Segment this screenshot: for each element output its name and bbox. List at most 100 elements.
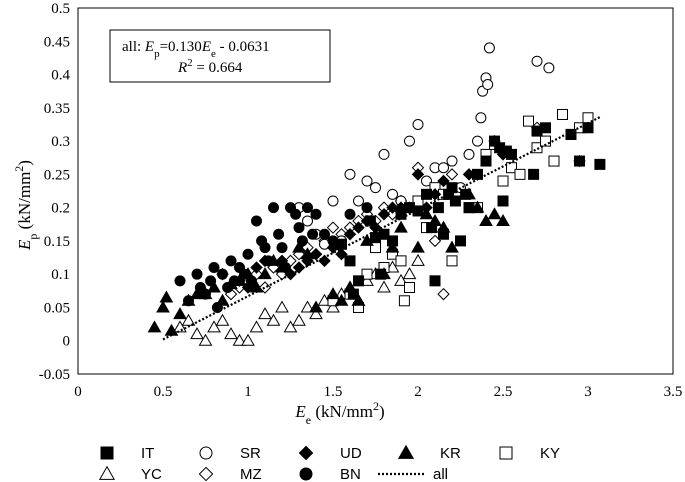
equation-line-2: R2 = 0.664 <box>177 57 243 76</box>
point-kr <box>147 320 162 333</box>
point-sr <box>475 112 487 124</box>
point-sr <box>438 162 449 174</box>
point-mz <box>258 281 272 294</box>
point-ky <box>548 155 560 167</box>
point-ud <box>309 248 323 261</box>
point-yc <box>198 333 213 346</box>
point-ud <box>250 261 263 274</box>
legend-marker-sr <box>199 446 213 460</box>
point-bn <box>228 275 240 287</box>
trendline-all <box>162 116 601 341</box>
legend-marker-yc <box>98 465 116 480</box>
point-kr <box>487 207 502 220</box>
x-tick-label: 3.5 <box>664 384 683 400</box>
legend-label-ky: KY <box>540 445 560 462</box>
point-kr <box>385 240 400 253</box>
point-kr <box>411 240 425 253</box>
point-bn <box>302 202 313 214</box>
point-ky <box>506 162 517 174</box>
point-bn <box>174 275 186 287</box>
point-yc <box>275 300 289 313</box>
point-ky <box>446 255 458 267</box>
legend-item-kr: KR <box>397 444 461 462</box>
point-yc <box>224 327 238 340</box>
point-yc <box>292 313 306 326</box>
point-it <box>594 158 606 170</box>
point-sr <box>387 188 398 200</box>
point-sr <box>361 175 373 187</box>
x-tick-label: 0 <box>74 384 82 400</box>
legend-item-sr: SR <box>199 445 261 462</box>
point-it <box>528 168 540 180</box>
point-sr <box>378 148 390 160</box>
point-it <box>353 275 364 287</box>
axes: 0 0.5 1 1.5 2 2.5 3 3.5-0.0500.050.10.150.20.25… <box>39 1 683 400</box>
legend-label-kr: KR <box>440 445 461 462</box>
point-kr <box>173 307 187 320</box>
point-sr <box>344 168 356 180</box>
point-ud <box>335 248 348 261</box>
point-ky <box>514 168 526 180</box>
point-it <box>432 202 444 214</box>
point-it <box>506 148 517 160</box>
point-bn <box>239 268 251 280</box>
point-bn <box>262 255 274 267</box>
point-yc <box>232 333 247 346</box>
point-ud <box>292 261 306 274</box>
legend-item-it: IT <box>100 445 154 462</box>
point-it <box>395 208 407 220</box>
point-kr <box>309 300 323 313</box>
point-it <box>378 228 390 240</box>
x-tick-label: 3 <box>584 384 592 400</box>
point-kr <box>190 287 204 300</box>
point-bn <box>183 295 194 307</box>
point-yc <box>300 300 315 313</box>
x-tick-label: 2 <box>414 384 422 400</box>
point-sr <box>302 215 313 227</box>
point-bn <box>319 228 330 240</box>
point-it <box>438 228 449 240</box>
point-it <box>412 205 424 217</box>
plot-area <box>77 7 674 375</box>
point-bn <box>217 268 228 280</box>
point-yc <box>215 313 230 326</box>
point-bn <box>259 242 271 254</box>
point-bn <box>273 228 285 240</box>
point-ky <box>361 268 373 280</box>
legend-item-yc: YC <box>98 465 162 482</box>
y-tick-label: 0.4 <box>51 68 70 84</box>
point-bn <box>225 255 237 267</box>
legend-item-mz: MZ <box>198 466 262 482</box>
legend-label-mz: MZ <box>240 466 262 482</box>
point-yc <box>190 327 204 340</box>
y-tick-label: 0.25 <box>44 167 70 183</box>
point-yc <box>241 333 255 346</box>
point-it <box>364 215 376 227</box>
y-tick-label: 0.5 <box>51 1 70 17</box>
point-sr <box>327 195 339 207</box>
point-bn <box>191 268 203 280</box>
point-ky <box>398 295 410 307</box>
point-ky <box>404 281 415 293</box>
point-kr <box>351 293 366 306</box>
point-kr <box>207 280 221 293</box>
point-ky <box>497 175 509 187</box>
point-kr <box>394 220 408 233</box>
point-it <box>540 122 551 134</box>
point-bn <box>200 288 211 300</box>
point-it <box>375 268 387 280</box>
point-yc <box>402 267 417 280</box>
point-bn <box>290 208 302 220</box>
legend-marker-kr <box>397 444 415 459</box>
point-sr <box>531 55 543 67</box>
point-bn <box>296 235 308 247</box>
point-sr <box>483 42 495 54</box>
point-sr <box>482 79 494 91</box>
point-it <box>426 222 438 234</box>
legend-label-ud: UD <box>340 445 362 462</box>
point-it <box>463 202 475 214</box>
legend-marker-bn <box>299 467 313 481</box>
point-ky <box>557 108 568 120</box>
equation-line-1: all: Ep=0.130Ee - 0.0631 <box>122 39 270 60</box>
